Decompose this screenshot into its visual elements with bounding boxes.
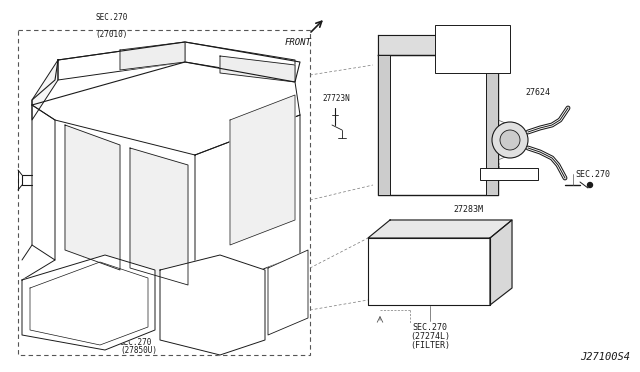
Polygon shape bbox=[120, 42, 185, 70]
Text: 92477+C: 92477+C bbox=[438, 50, 473, 59]
Text: 27281M: 27281M bbox=[438, 28, 468, 37]
Circle shape bbox=[588, 183, 593, 187]
Polygon shape bbox=[55, 120, 195, 295]
Text: (27850U): (27850U) bbox=[120, 346, 157, 355]
Polygon shape bbox=[230, 95, 295, 245]
Polygon shape bbox=[368, 220, 512, 238]
Text: (27010): (27010) bbox=[95, 30, 127, 39]
Polygon shape bbox=[490, 220, 512, 305]
Text: SEC.270: SEC.270 bbox=[95, 13, 127, 22]
Text: SEC.270: SEC.270 bbox=[413, 323, 447, 332]
Text: FRONT: FRONT bbox=[285, 38, 312, 47]
Polygon shape bbox=[32, 60, 58, 120]
Text: (27274L): (27274L) bbox=[410, 332, 450, 341]
Polygon shape bbox=[160, 255, 265, 355]
Text: SEC.270: SEC.270 bbox=[120, 338, 152, 347]
Text: SEC.270: SEC.270 bbox=[575, 170, 610, 179]
Text: 27624: 27624 bbox=[525, 88, 550, 97]
Text: (FILTER): (FILTER) bbox=[410, 341, 450, 350]
Polygon shape bbox=[195, 115, 300, 295]
Polygon shape bbox=[378, 35, 498, 55]
Polygon shape bbox=[130, 148, 188, 285]
Text: 27283M: 27283M bbox=[453, 205, 483, 214]
Text: 27723N: 27723N bbox=[322, 94, 349, 103]
Polygon shape bbox=[58, 42, 295, 80]
Text: 92477+A: 92477+A bbox=[482, 170, 517, 179]
Text: J27100S4: J27100S4 bbox=[580, 352, 630, 362]
Polygon shape bbox=[220, 56, 295, 82]
Bar bbox=[480, 168, 538, 180]
Polygon shape bbox=[368, 238, 490, 305]
Bar bbox=[435, 25, 510, 73]
Polygon shape bbox=[268, 250, 308, 335]
Bar bbox=[486, 55, 498, 195]
Text: 92477+B: 92477+B bbox=[466, 162, 501, 171]
Bar bbox=[378, 55, 390, 195]
Circle shape bbox=[500, 130, 520, 150]
Text: 92477: 92477 bbox=[438, 39, 463, 48]
Circle shape bbox=[492, 122, 528, 158]
Polygon shape bbox=[32, 105, 55, 260]
Polygon shape bbox=[378, 55, 498, 195]
Polygon shape bbox=[22, 255, 155, 350]
Bar bbox=[18, 30, 310, 355]
Polygon shape bbox=[65, 125, 120, 270]
